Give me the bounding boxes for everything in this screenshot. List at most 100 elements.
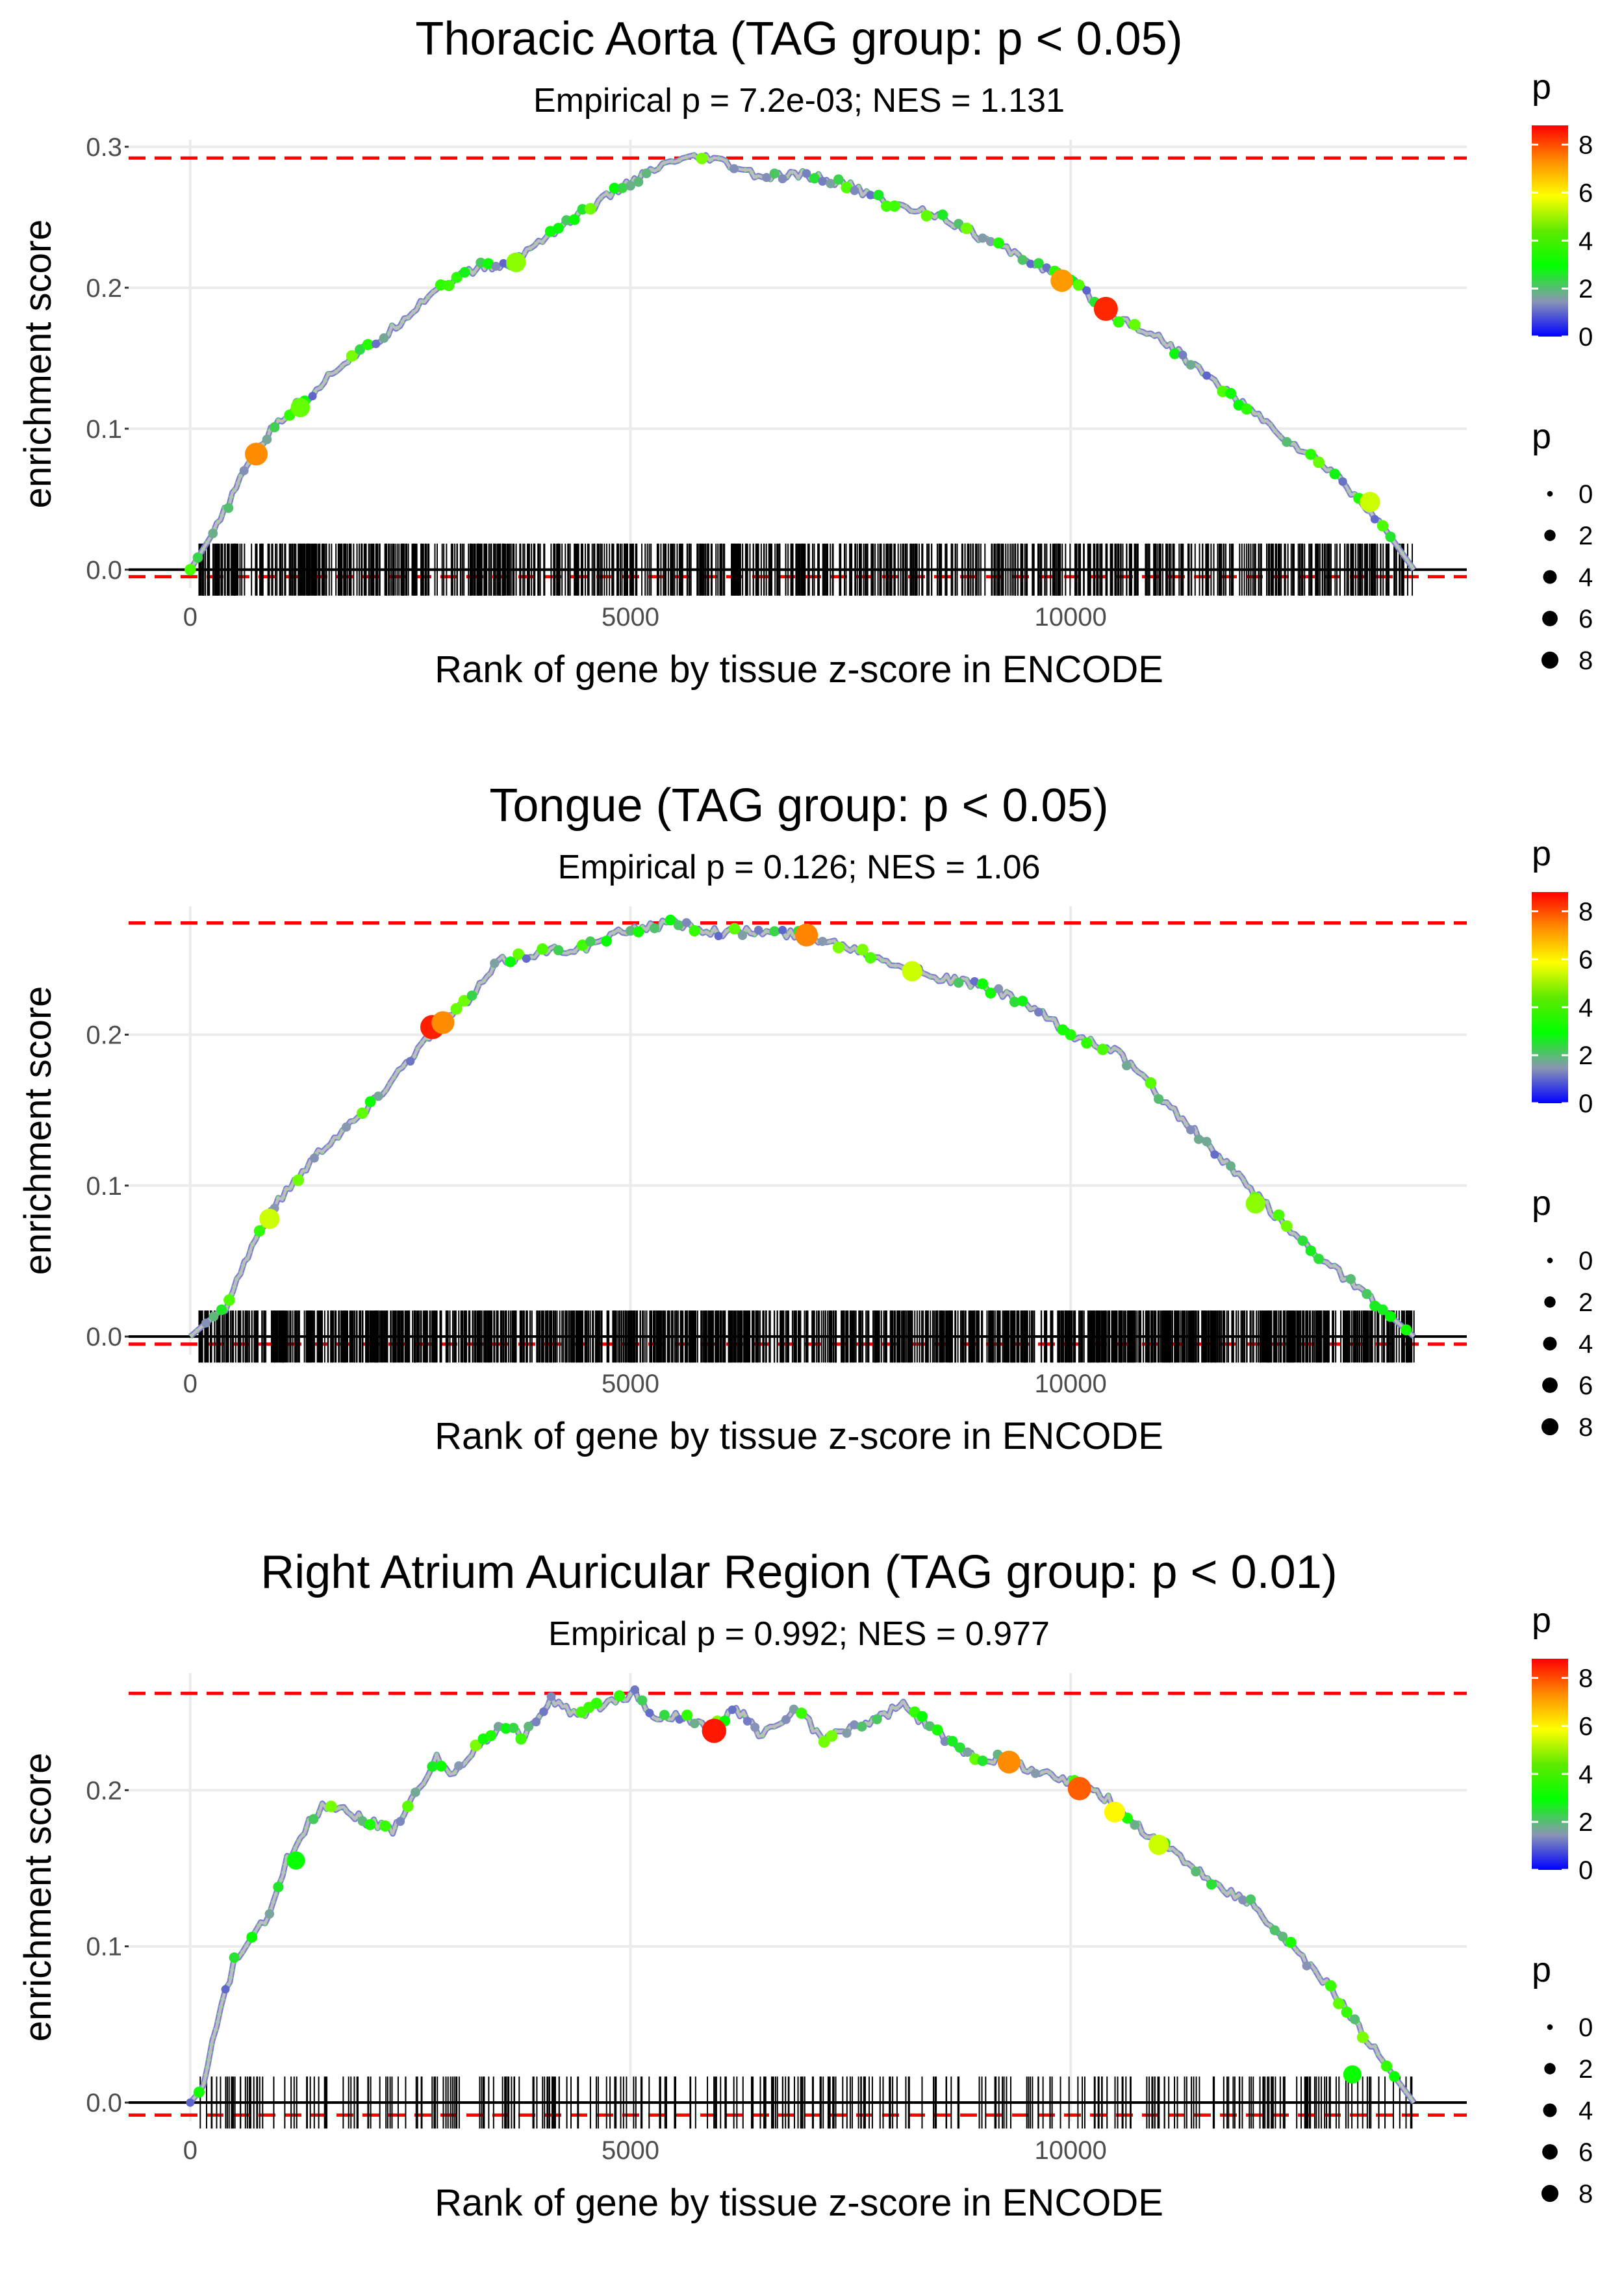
color-tick-label: 8 [1579,131,1593,160]
curve-point [1297,1235,1308,1246]
size-legend-dot [1547,1257,1553,1264]
curve-point [1030,1769,1041,1778]
curve-point [728,923,741,935]
size-legend-dot [1543,1336,1557,1351]
curve-point [1305,1245,1316,1257]
x-tick-label: 10000 [1035,603,1107,632]
size-legend-dot [1542,1377,1558,1393]
curve-point [1282,437,1292,447]
curve-point [443,279,455,292]
highlight-point [1148,1834,1169,1856]
curve-point [309,1153,319,1163]
color-bar [1532,892,1568,1103]
curve-point [865,952,876,964]
highlight-point [244,442,268,466]
curve-point [576,939,589,951]
curve-point [1401,1324,1412,1336]
highlight-point [1050,269,1073,292]
curve-point [192,552,203,563]
curve-point [186,2098,195,2107]
chart-subtitle: Empirical p = 0.126; NES = 1.06 [558,849,1041,886]
curve-point [681,1709,693,1721]
curve-point [1325,1980,1337,1992]
curve-point [970,977,979,986]
curve-point [641,168,652,179]
curve-point [689,925,700,937]
curve-point [1154,1093,1164,1105]
color-tick-label: 8 [1579,1665,1593,1693]
curve-point [374,1091,383,1101]
curve-point [1026,259,1035,268]
highlight-point [1360,492,1380,513]
curve-point [364,1096,376,1108]
curve-point [308,392,317,401]
x-tick-label: 0 [183,2136,197,2165]
curve-point [1072,279,1085,291]
es-curve-green [188,1687,1416,2104]
curve-point [778,925,787,934]
curve-point [1226,1161,1236,1171]
curve-point [841,181,852,194]
highlight-point [902,961,922,982]
curve-point [553,945,564,956]
curve-point [1113,316,1124,328]
size-legend-label: 8 [1579,1413,1593,1442]
chart-title: Right Atrium Auricular Region (TAG group… [260,1546,1337,1598]
color-tick-label: 4 [1579,1760,1593,1789]
curve-point [1017,255,1028,265]
curve-point [1385,1310,1396,1322]
curve-point [466,990,477,1001]
size-legend-label: 2 [1579,1288,1593,1317]
curve-point [216,1304,227,1315]
curve-point [537,943,548,955]
chart-subtitle: Empirical p = 7.2e-03; NES = 1.131 [533,82,1065,120]
y-tick-label: 0.0 [86,1323,122,1351]
size-legend-dot [1541,1418,1559,1436]
curve-point [184,564,196,576]
x-axis-label: Rank of gene by tissue z-score in ENCODE [435,1415,1163,1457]
curve-point [546,1692,556,1702]
curve-point [209,1311,219,1322]
size-legend-title: p [1532,1950,1551,1989]
highlight-point [1093,296,1118,321]
curve-point [1245,1894,1256,1905]
curve-point [427,1761,438,1772]
color-tick-label: 0 [1579,1856,1593,1885]
curve-point [1273,1209,1285,1221]
curve-point [954,1742,965,1753]
highlight-point [1067,1776,1091,1800]
curve-point [459,266,470,278]
curve-point [1278,1932,1288,1942]
curve-point [1377,520,1389,532]
curve-point [490,958,500,968]
curve-point [826,1730,838,1742]
curve-point [633,926,644,938]
size-legend-dot [1541,651,1559,669]
curve-point [1206,1879,1217,1890]
curve-point [1193,1134,1204,1144]
curve-point [483,258,494,270]
chart-title: Tongue (TAG group: p < 0.05) [489,780,1108,832]
curve-point [561,215,572,225]
size-legend-dot [1544,2063,1556,2075]
curve-point [1241,403,1252,415]
curve-point [1285,1936,1297,1948]
curve-point [264,1909,275,1919]
curve-point [1178,350,1187,360]
curve-point [689,1718,700,1729]
curve-point [223,503,234,513]
curve-point [450,1003,463,1015]
highlight-point [506,252,526,272]
curve-point [809,173,820,184]
curve-point [872,1714,882,1724]
x-tick-label: 10000 [1035,2136,1107,2165]
x-tick-label: 5000 [602,1370,659,1398]
curve-point [714,932,723,941]
curve-point [396,1817,405,1826]
curve-point [673,920,684,930]
curve-point [1349,2014,1360,2025]
curve-point [584,203,596,215]
curve-point [1313,456,1325,468]
curve-point [609,183,620,194]
curve-point [1169,348,1180,359]
